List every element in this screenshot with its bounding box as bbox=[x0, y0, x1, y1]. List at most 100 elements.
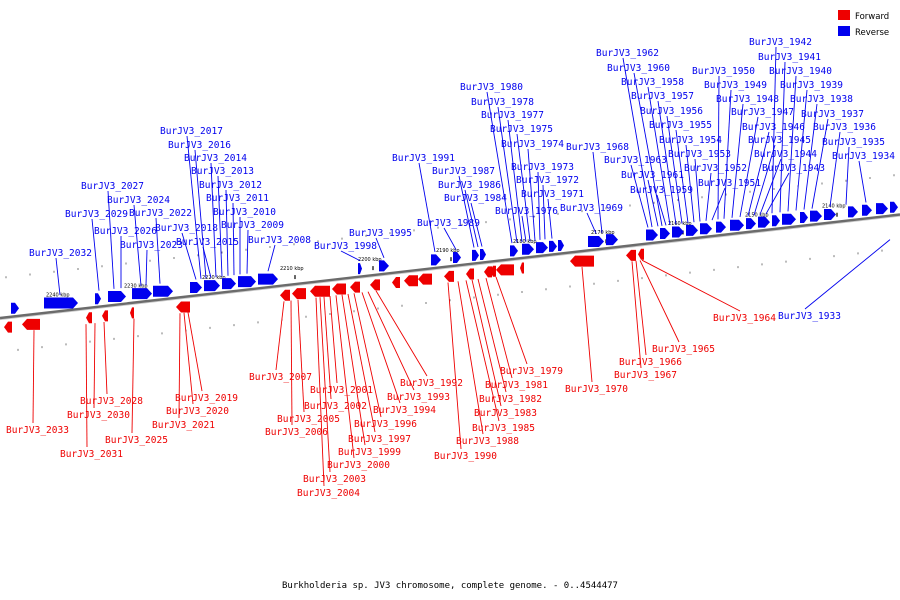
gene-glyph[interactable] bbox=[44, 297, 78, 309]
gene-glyph[interactable] bbox=[404, 275, 418, 287]
gene-label-burjv3-1961[interactable]: BurJV3_1961 bbox=[621, 170, 684, 181]
gene-glyph[interactable] bbox=[800, 212, 808, 224]
gene-glyph[interactable] bbox=[558, 239, 564, 251]
gene-label-burjv3-1952[interactable]: BurJV3_1952 bbox=[684, 163, 747, 174]
gene-label-burjv3-1974[interactable]: BurJV3_1974 bbox=[501, 139, 564, 150]
gene-glyph[interactable] bbox=[130, 307, 134, 319]
gene-label-burjv3-1953[interactable]: BurJV3_1953 bbox=[668, 149, 731, 160]
gene-label-burjv3-1968[interactable]: BurJV3_1968 bbox=[566, 142, 629, 153]
gene-name[interactable]: BurJV3_2005 bbox=[277, 414, 340, 425]
gene-name[interactable]: BurJV3_1988 bbox=[456, 436, 519, 447]
gene-label-burjv3-2029[interactable]: BurJV3_2029 bbox=[65, 209, 128, 220]
gene-glyph[interactable] bbox=[332, 283, 346, 295]
gene-label-burjv3-1944[interactable]: BurJV3_1944 bbox=[754, 149, 817, 160]
gene-name[interactable]: BurJV3_1982 bbox=[479, 394, 542, 405]
gene-glyph[interactable] bbox=[95, 293, 101, 305]
gene-label-burjv3-1941[interactable]: BurJV3_1941 bbox=[758, 52, 821, 63]
gene-name[interactable]: BurJV3_1970 bbox=[565, 384, 628, 395]
gene-label-burjv3-2007[interactable]: BurJV3_2007 bbox=[249, 372, 312, 383]
gene-name[interactable]: BurJV3_1939 bbox=[780, 80, 843, 91]
gene-glyph[interactable] bbox=[746, 218, 756, 230]
gene-name[interactable]: BurJV3_1948 bbox=[716, 94, 779, 105]
gene-label-burjv3-1951[interactable]: BurJV3_1951 bbox=[698, 178, 761, 189]
gene-glyph[interactable] bbox=[190, 281, 202, 293]
gene-glyph[interactable] bbox=[876, 203, 888, 215]
gene-label-burjv3-1971[interactable]: BurJV3_1971 bbox=[521, 189, 584, 200]
gene-name[interactable]: BurJV3_1968 bbox=[566, 142, 629, 153]
gene-label-burjv3-1993[interactable]: BurJV3_1993 bbox=[387, 392, 450, 403]
gene-label-burjv3-2022[interactable]: BurJV3_2022 bbox=[129, 208, 192, 219]
gene-glyph[interactable] bbox=[758, 216, 770, 228]
gene-name[interactable]: BurJV3_1957 bbox=[631, 91, 694, 102]
gene-glyph[interactable] bbox=[626, 249, 636, 261]
gene-name[interactable]: BurJV3_1980 bbox=[460, 82, 523, 93]
gene-name[interactable]: BurJV3_1971 bbox=[521, 189, 584, 200]
gene-label-burjv3-1938[interactable]: BurJV3_1938 bbox=[790, 94, 853, 105]
gene-name[interactable]: BurJV3_2009 bbox=[221, 220, 284, 231]
gene-name[interactable]: BurJV3_2003 bbox=[303, 474, 366, 485]
gene-label-burjv3-1934[interactable]: BurJV3_1934 bbox=[832, 151, 895, 162]
gene-name[interactable]: BurJV3_1961 bbox=[621, 170, 684, 181]
gene-label-burjv3-1939[interactable]: BurJV3_1939 bbox=[780, 80, 843, 91]
gene-name[interactable]: BurJV3_1964 bbox=[713, 313, 776, 324]
gene-name[interactable]: BurJV3_1969 bbox=[560, 203, 623, 214]
gene-name[interactable]: BurJV3_1942 bbox=[749, 37, 812, 48]
gene-label-burjv3-1967[interactable]: BurJV3_1967 bbox=[614, 370, 677, 381]
gene-name[interactable]: BurJV3_1998 bbox=[314, 241, 377, 252]
gene-name[interactable]: BurJV3_2018 bbox=[155, 223, 218, 234]
gene-glyph[interactable] bbox=[310, 285, 330, 297]
gene-label-burjv3-1962[interactable]: BurJV3_1962 bbox=[596, 48, 659, 59]
gene-glyph[interactable] bbox=[490, 265, 496, 277]
gene-label-burjv3-1950[interactable]: BurJV3_1950 bbox=[692, 66, 755, 77]
gene-label-burjv3-1979[interactable]: BurJV3_1979 bbox=[500, 366, 563, 377]
gene-label-burjv3-2019[interactable]: BurJV3_2019 bbox=[175, 393, 238, 404]
gene-label-burjv3-1935[interactable]: BurJV3_1935 bbox=[822, 137, 885, 148]
gene-label-burjv3-1947[interactable]: BurJV3_1947 bbox=[731, 107, 794, 118]
gene-glyph[interactable] bbox=[370, 279, 380, 291]
gene-name[interactable]: BurJV3_2013 bbox=[191, 166, 254, 177]
gene-label-burjv3-1987[interactable]: BurJV3_1987 bbox=[432, 166, 495, 177]
gene-name[interactable]: BurJV3_2027 bbox=[81, 181, 144, 192]
gene-glyph[interactable] bbox=[350, 281, 360, 293]
gene-name[interactable]: BurJV3_1940 bbox=[769, 66, 832, 77]
gene-label-burjv3-2015[interactable]: BurJV3_2015 bbox=[176, 237, 239, 248]
gene-label-burjv3-1989[interactable]: BurJV3_1989 bbox=[417, 218, 480, 229]
gene-name[interactable]: BurJV3_1936 bbox=[813, 122, 876, 133]
gene-glyph[interactable] bbox=[132, 288, 152, 300]
gene-name[interactable]: BurJV3_1979 bbox=[500, 366, 563, 377]
gene-glyph[interactable] bbox=[848, 206, 858, 218]
gene-glyph[interactable] bbox=[238, 276, 256, 288]
gene-glyph[interactable] bbox=[484, 266, 492, 278]
gene-glyph[interactable] bbox=[11, 302, 19, 314]
gene-label-burjv3-2023[interactable]: BurJV3_2023 bbox=[120, 240, 183, 251]
gene-label-burjv3-1972[interactable]: BurJV3_1972 bbox=[516, 175, 579, 186]
gene-glyph[interactable] bbox=[444, 270, 454, 282]
gene-label-burjv3-2031[interactable]: BurJV3_2031 bbox=[60, 449, 123, 460]
gene-name[interactable]: BurJV3_1933 bbox=[778, 311, 841, 322]
gene-glyph[interactable] bbox=[22, 318, 40, 330]
gene-glyph[interactable] bbox=[638, 248, 644, 260]
gene-name[interactable]: BurJV3_1938 bbox=[790, 94, 853, 105]
gene-label-burjv3-2012[interactable]: BurJV3_2012 bbox=[199, 180, 262, 191]
gene-label-burjv3-1966[interactable]: BurJV3_1966 bbox=[619, 357, 682, 368]
gene-label-burjv3-1942[interactable]: BurJV3_1942 bbox=[749, 37, 812, 48]
gene-label-burjv3-1963[interactable]: BurJV3_1963 bbox=[604, 155, 667, 166]
gene-glyph[interactable] bbox=[716, 221, 726, 233]
gene-label-burjv3-2027[interactable]: BurJV3_2027 bbox=[81, 181, 144, 192]
gene-label-burjv3-2003[interactable]: BurJV3_2003 bbox=[303, 474, 366, 485]
gene-name[interactable]: BurJV3_2024 bbox=[107, 195, 170, 206]
gene-name[interactable]: BurJV3_1960 bbox=[607, 63, 670, 74]
gene-name[interactable]: BurJV3_2021 bbox=[152, 420, 215, 431]
gene-name[interactable]: BurJV3_1992 bbox=[400, 378, 463, 389]
gene-label-burjv3-2016[interactable]: BurJV3_2016 bbox=[168, 140, 231, 151]
gene-name[interactable]: BurJV3_1951 bbox=[698, 178, 761, 189]
gene-glyph[interactable] bbox=[280, 289, 290, 301]
gene-label-burjv3-2010[interactable]: BurJV3_2010 bbox=[213, 207, 276, 218]
gene-name[interactable]: BurJV3_2033 bbox=[6, 425, 69, 436]
gene-label-burjv3-2025[interactable]: BurJV3_2025 bbox=[105, 435, 168, 446]
gene-glyph[interactable] bbox=[431, 254, 441, 266]
gene-label-burjv3-1964[interactable]: BurJV3_1964 bbox=[713, 313, 776, 324]
gene-label-burjv3-1985[interactable]: BurJV3_1985 bbox=[472, 423, 535, 434]
gene-name[interactable]: BurJV3_2030 bbox=[67, 410, 130, 421]
gene-label-burjv3-1999[interactable]: BurJV3_1999 bbox=[338, 447, 401, 458]
